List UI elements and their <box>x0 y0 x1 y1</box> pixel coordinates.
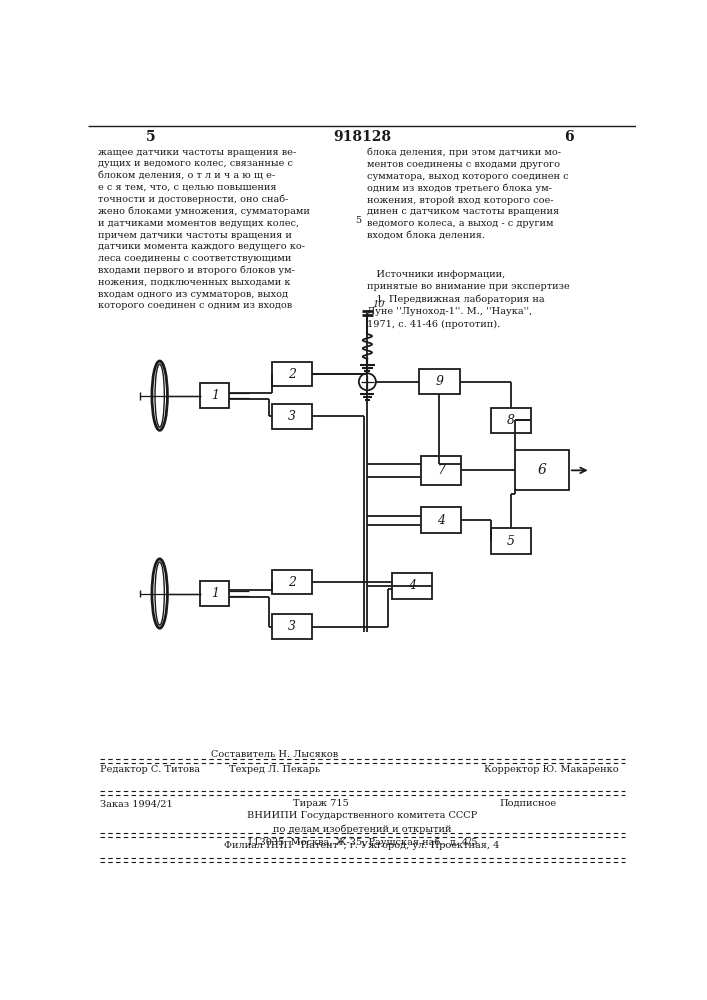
Text: 10: 10 <box>372 300 385 309</box>
Text: 3: 3 <box>288 620 296 633</box>
Text: Источники информации,
принятые во внимание при экспертизе
   1. Передвижная лабо: Источники информации, принятые во вниман… <box>368 270 570 329</box>
Text: Составитель Н. Лысяков: Составитель Н. Лысяков <box>211 750 338 759</box>
Text: блока деления, при этом датчики мо-
ментов соединены с входами другого
сумматора: блока деления, при этом датчики мо- мент… <box>368 148 569 240</box>
Text: 3: 3 <box>288 410 296 423</box>
Bar <box>200 581 230 606</box>
Text: 8: 8 <box>507 414 515 427</box>
Bar <box>421 456 461 485</box>
Text: Филиал ППП ''Патент'', г. Ужгород, ул. Проектная, 4: Филиал ППП ''Патент'', г. Ужгород, ул. П… <box>224 841 500 850</box>
Text: 918128: 918128 <box>333 130 391 144</box>
Text: Подписное: Подписное <box>499 799 556 808</box>
Text: ВНИИПИ Государственного комитета СССР
по делам изобретений и открытий
113035, Мо: ВНИИПИ Государственного комитета СССР по… <box>247 811 477 847</box>
Bar <box>272 404 312 429</box>
Bar <box>272 362 312 386</box>
Bar <box>272 614 312 639</box>
Text: 2: 2 <box>288 368 296 381</box>
Bar <box>200 383 230 408</box>
Text: 6: 6 <box>564 130 573 144</box>
Text: Техред Л. Пекарь: Техред Л. Пекарь <box>229 765 320 774</box>
Text: 4: 4 <box>409 579 416 592</box>
Text: 5: 5 <box>146 130 156 144</box>
Text: Корректор Ю. Макаренко: Корректор Ю. Макаренко <box>484 765 618 774</box>
Text: 2: 2 <box>288 576 296 588</box>
Text: 1: 1 <box>211 587 218 600</box>
Bar <box>272 570 312 594</box>
Bar <box>491 408 531 433</box>
Text: 4: 4 <box>437 514 445 527</box>
Bar <box>419 369 460 394</box>
Ellipse shape <box>155 364 164 427</box>
Text: 5: 5 <box>355 216 361 225</box>
Ellipse shape <box>152 361 168 430</box>
Ellipse shape <box>152 559 168 628</box>
Text: 9: 9 <box>436 375 443 388</box>
Ellipse shape <box>155 562 164 625</box>
Bar <box>515 450 569 490</box>
Bar <box>392 573 433 599</box>
Bar <box>491 528 531 554</box>
Text: жащее датчики частоты вращения ве-
дущих и ведомого колес, связанные с
блоком де: жащее датчики частоты вращения ве- дущих… <box>98 148 310 310</box>
Text: 7: 7 <box>437 464 445 477</box>
Bar <box>421 507 461 533</box>
Circle shape <box>359 373 376 390</box>
Text: 1: 1 <box>211 389 218 402</box>
Text: Заказ 1994/21: Заказ 1994/21 <box>100 799 173 808</box>
Text: Редактор С. Титова: Редактор С. Титова <box>100 765 200 774</box>
Text: 6: 6 <box>537 463 547 477</box>
Text: Тираж 715: Тираж 715 <box>293 799 349 808</box>
Text: 5: 5 <box>507 535 515 548</box>
